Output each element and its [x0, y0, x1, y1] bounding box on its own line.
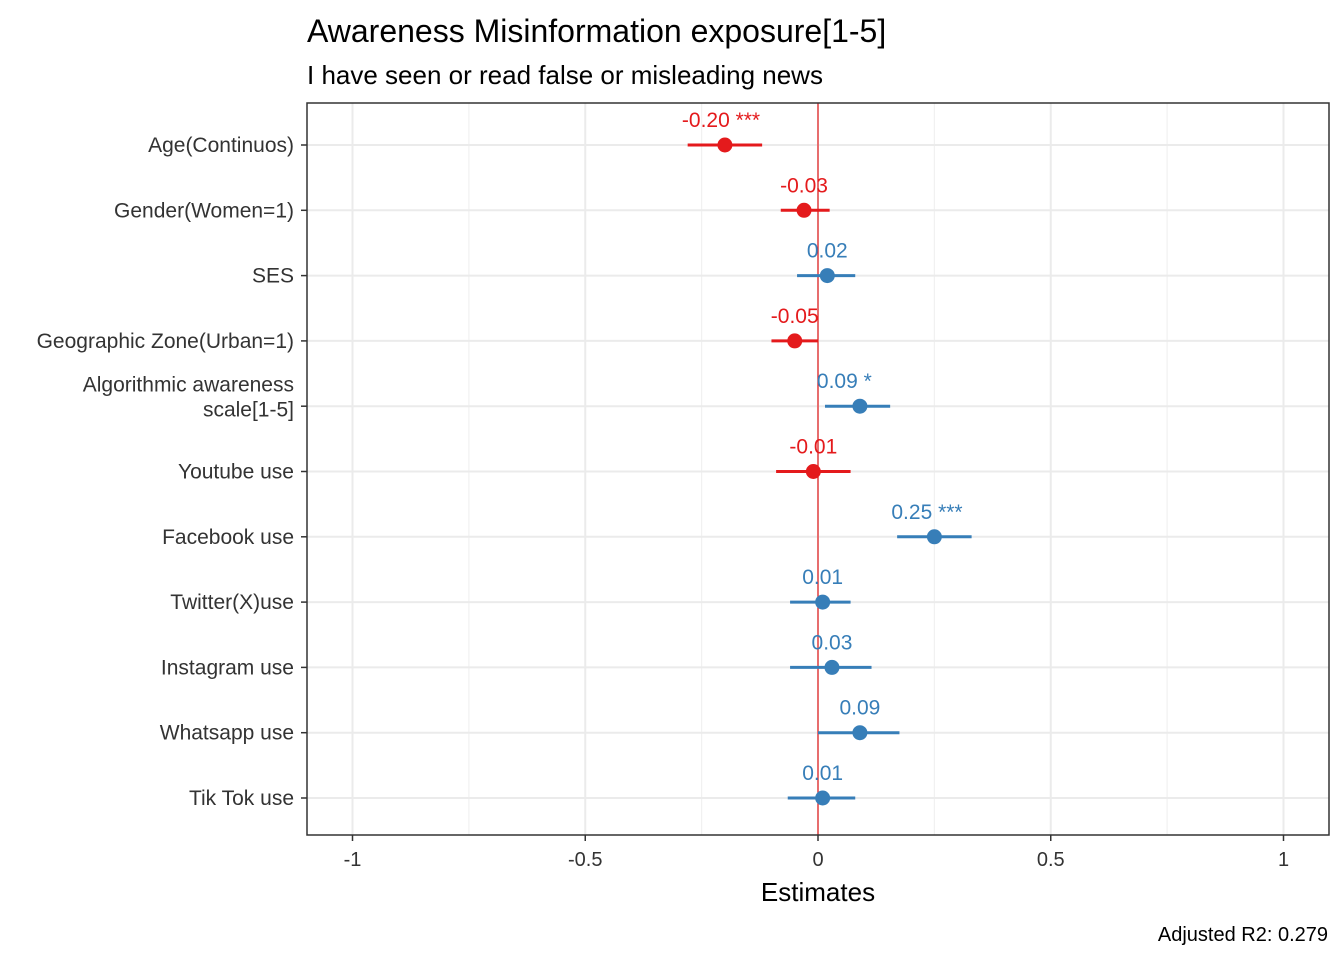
estimate-point-4	[852, 398, 868, 414]
y-label-5: Youtube use	[178, 461, 294, 484]
y-label-line: Algorithmic awareness	[83, 374, 294, 397]
y-label-line: Age(Continuos)	[148, 134, 294, 157]
y-label-10: Tik Tok use	[189, 787, 294, 810]
y-label-1: Gender(Women=1)	[114, 199, 294, 222]
y-label-line: Twitter(X)use	[170, 591, 294, 614]
y-label-line: Geographic Zone(Urban=1)	[37, 330, 294, 353]
x-tick-label-4: 1	[1278, 849, 1289, 871]
x-axis-labels: -1 -0.5 0 0.5 1	[344, 849, 1289, 871]
estimate-point-9	[852, 725, 868, 741]
estimate-point-7	[815, 594, 831, 610]
y-label-line: scale[1-5]	[203, 399, 294, 422]
y-label-line: Gender(Women=1)	[114, 199, 294, 222]
y-label-8: Instagram use	[161, 656, 294, 679]
estimate-label-1: -0.03	[780, 174, 828, 197]
y-axis-ticks	[301, 144, 307, 799]
estimate-label-8: 0.03	[812, 631, 853, 654]
x-tick-label-0: -1	[344, 849, 362, 871]
y-label-3: Geographic Zone(Urban=1)	[37, 330, 294, 353]
chart-subtitle: I have seen or read false or misleading …	[307, 60, 823, 90]
y-label-0: Age(Continuos)	[148, 134, 294, 157]
x-axis-ticks	[351, 835, 1285, 841]
estimate-point-5	[805, 464, 821, 479]
estimate-point-0	[717, 137, 733, 153]
estimate-label-3: -0.05	[771, 305, 819, 328]
estimate-point-2	[819, 268, 835, 284]
estimate-point-8	[824, 659, 840, 675]
x-tick-label-1: -0.5	[568, 849, 602, 871]
estimate-point-1	[796, 202, 812, 218]
y-label-4: Algorithmic awareness scale[1-5]	[83, 374, 294, 422]
minor-gridlines	[468, 103, 1168, 835]
estimate-label-9: 0.09	[839, 697, 880, 720]
estimate-label-0: -0.20 ***	[682, 109, 760, 132]
chart-title: Awareness Misinformation exposure[1-5]	[307, 13, 886, 49]
estimate-points	[717, 137, 942, 806]
y-axis-labels: Age(Continuos) Gender(Women=1) SES Geograph…	[37, 134, 294, 810]
chart-caption: Adjusted R2: 0.279	[1158, 924, 1328, 946]
y-label-7: Twitter(X)use	[170, 591, 294, 614]
y-label-6: Facebook use	[162, 526, 294, 549]
estimate-label-2: 0.02	[807, 240, 848, 263]
estimate-point-10	[815, 790, 831, 806]
y-label-line: Tik Tok use	[189, 787, 294, 810]
y-label-line: Whatsapp use	[160, 722, 294, 745]
estimate-label-6: 0.25 ***	[891, 501, 962, 524]
estimate-label-7: 0.01	[802, 566, 843, 589]
x-tick-label-2: 0	[812, 849, 823, 871]
y-label-9: Whatsapp use	[160, 722, 294, 745]
estimate-label-5: -0.01	[789, 436, 837, 459]
y-label-line: Youtube use	[178, 461, 294, 484]
y-label-line: Instagram use	[161, 656, 294, 679]
estimate-point-3	[787, 333, 803, 349]
y-label-line: Facebook use	[162, 526, 294, 549]
x-axis-title: Estimates	[761, 877, 875, 907]
x-tick-label-3: 0.5	[1037, 849, 1065, 871]
estimate-labels: -0.20 *** -0.03 0.02 -0.05 0.09 * -0.01 0.25 *…	[682, 109, 963, 785]
estimate-label-4: 0.09 *	[817, 370, 872, 393]
y-label-line: SES	[252, 265, 294, 288]
estimate-label-10: 0.01	[802, 762, 843, 785]
y-label-2: SES	[252, 265, 294, 288]
estimate-point-6	[926, 529, 942, 545]
